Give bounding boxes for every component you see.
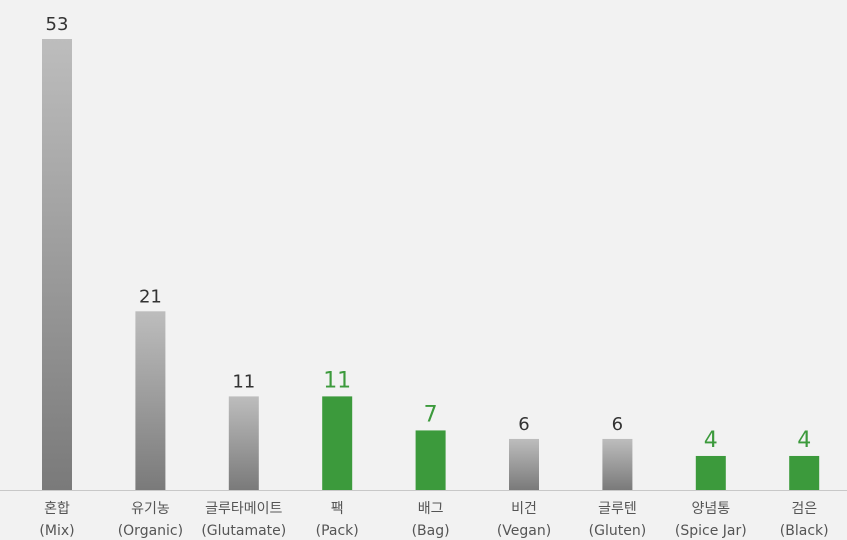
category-label-1-line-0: 유기농 bbox=[131, 501, 170, 517]
category-label-6-line-0: 글루텐 bbox=[598, 501, 637, 517]
bar-2 bbox=[229, 396, 259, 490]
value-label-8: 4 bbox=[797, 428, 811, 453]
value-label-4: 7 bbox=[424, 402, 438, 427]
category-label-2-line-1: (Glutamate) bbox=[201, 523, 286, 539]
category-label-4-line-0: 배그 bbox=[418, 501, 444, 517]
value-label-5: 6 bbox=[518, 414, 529, 435]
value-label-6: 6 bbox=[612, 414, 623, 435]
category-label-1-line-1: (Organic) bbox=[118, 523, 183, 539]
value-label-1: 21 bbox=[139, 286, 162, 307]
category-label-0-line-0: 혼합 bbox=[44, 501, 70, 517]
category-label-8-line-1: (Black) bbox=[780, 523, 829, 539]
category-label-7-line-1: (Spice Jar) bbox=[675, 523, 747, 539]
category-labels-group: 혼합 (Mix) 유기농 (Organic) 글루타메이트 (Glutamate) 팩 (Pa… bbox=[39, 501, 828, 539]
category-label-3-line-0: 팩 bbox=[331, 501, 344, 517]
bar-8 bbox=[789, 456, 819, 490]
bar-3 bbox=[322, 396, 352, 490]
bar-0 bbox=[42, 39, 72, 490]
bar-4 bbox=[416, 430, 446, 490]
category-label-3-line-1: (Pack) bbox=[316, 523, 359, 539]
category-label-5-line-1: (Vegan) bbox=[497, 523, 551, 539]
category-label-4-line-1: (Bag) bbox=[412, 523, 450, 539]
category-label-8-line-0: 검은 bbox=[791, 501, 817, 517]
bar-7 bbox=[696, 456, 726, 490]
value-label-7: 4 bbox=[704, 428, 718, 453]
value-label-0: 53 bbox=[46, 14, 69, 35]
bar-6 bbox=[602, 439, 632, 490]
category-label-0-line-1: (Mix) bbox=[39, 523, 74, 539]
value-label-3: 11 bbox=[323, 368, 351, 393]
value-label-2: 11 bbox=[232, 371, 255, 392]
category-label-5-line-0: 비건 bbox=[511, 501, 537, 517]
category-label-7-line-0: 양념통 bbox=[691, 501, 730, 517]
bar-5 bbox=[509, 439, 539, 490]
bar-1 bbox=[135, 311, 165, 490]
category-label-6-line-1: (Gluten) bbox=[589, 523, 647, 539]
category-label-2-line-0: 글루타메이트 bbox=[205, 501, 282, 517]
